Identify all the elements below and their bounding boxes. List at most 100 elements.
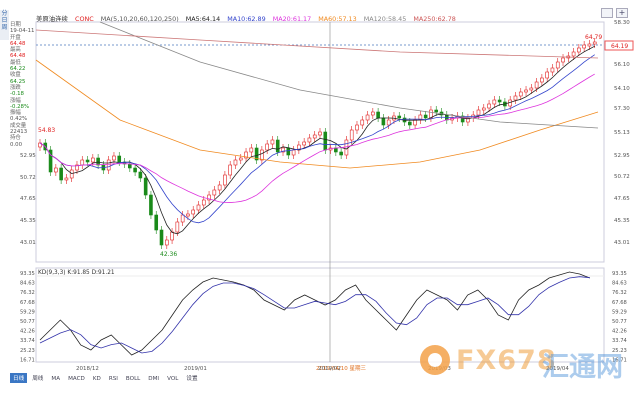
candle-body <box>91 157 95 163</box>
ma5-line <box>39 45 595 235</box>
kd-axis-label: 25.23 <box>612 348 627 354</box>
kd-axis-label-left: 33.74 <box>20 338 36 344</box>
kd-axis-label-left: 84.63 <box>20 281 35 287</box>
zoom-in-button[interactable]: + <box>616 8 628 18</box>
candle-body <box>587 43 592 47</box>
kd-axis-label: 93.35 <box>612 271 627 277</box>
candle-body <box>85 159 90 163</box>
indicator-tab[interactable]: DMI <box>148 376 160 382</box>
price-axis-label: 55.13 <box>614 130 630 136</box>
price-axis-label: 56.10 <box>614 62 630 68</box>
candle-body <box>133 167 137 173</box>
candle-body <box>540 77 544 83</box>
kd-axis-label-left: 59.29 <box>20 309 35 315</box>
period-strip[interactable]: 分 日 周 <box>0 10 9 40</box>
price-axis-label-left: 43.01 <box>20 240 36 246</box>
candle-body <box>481 107 486 111</box>
info-value: 0.42% <box>10 116 28 123</box>
candle-body <box>164 239 169 246</box>
candle-body <box>592 41 597 45</box>
period-label[interactable]: 日 <box>1 17 8 24</box>
watermark-text-cn: 汇通网 <box>542 352 623 383</box>
indicator-tab[interactable]: 周线 <box>32 376 44 382</box>
candle-body <box>476 109 481 116</box>
candle-body <box>355 124 359 131</box>
ma60-value: MA60:57.13 <box>318 15 357 23</box>
date-axis-label: 2018/12 <box>76 366 99 372</box>
chart-settings-button[interactable] <box>601 8 613 18</box>
period-label[interactable]: 周 <box>1 24 8 31</box>
ma5-value: MA5:64.14 <box>185 15 221 23</box>
kd-panel-frame <box>35 267 605 363</box>
price-axis-label: 57.30 <box>614 106 630 112</box>
info-value: 19-04-11 <box>10 28 35 35</box>
candle-body <box>492 99 497 105</box>
indicator-tab[interactable]: KD <box>92 376 101 382</box>
kd-axis-label: 59.29 <box>612 309 627 315</box>
price-axis-label: 43.01 <box>614 240 630 246</box>
candle-body <box>513 95 518 101</box>
candle-body <box>265 143 269 151</box>
candle-body <box>518 91 523 97</box>
candle-body <box>201 199 206 206</box>
kd-axis-label: 84.63 <box>612 281 627 287</box>
ma10-value: MA10:62.89 <box>227 15 266 23</box>
left-marker: 54.83 <box>38 127 55 134</box>
candle-body <box>48 149 53 173</box>
candle-body <box>75 164 79 171</box>
ma-params: MA(5,10,20,60,120,250) <box>100 15 179 23</box>
candle-body <box>170 231 174 241</box>
info-label: 开盘 <box>10 34 21 41</box>
candle-body <box>344 139 349 156</box>
indicator-tab[interactable]: BOLL <box>125 376 141 382</box>
ma60-line <box>35 59 599 169</box>
info-label: 涨跌 <box>10 84 21 91</box>
candle-body <box>96 157 100 166</box>
candle-body <box>117 155 122 163</box>
info-label: 收盘 <box>10 72 21 79</box>
candle-body <box>524 89 528 93</box>
period-label[interactable]: 分 <box>1 10 8 17</box>
kd-axis-label-left: 25.23 <box>20 348 35 354</box>
price-panel-frame <box>35 21 605 263</box>
info-value: 64.48 <box>10 40 26 47</box>
indicator-tab[interactable]: 设置 <box>186 376 198 382</box>
indicator-tab[interactable]: MACD <box>68 376 85 382</box>
info-label: 振幅 <box>10 110 21 117</box>
candle-body <box>497 99 502 103</box>
kd-axis-label-left: 50.77 <box>20 319 35 325</box>
candle-body <box>571 51 576 57</box>
indicator-tab[interactable]: VOL <box>167 376 179 382</box>
price-axis-label: 47.65 <box>614 196 630 202</box>
candle-body <box>143 177 148 196</box>
candle-body <box>408 121 412 126</box>
candle-body <box>318 131 322 136</box>
info-value: -0.18 <box>10 91 24 98</box>
price-axis-label-left: 50.72 <box>20 175 36 181</box>
instrument-name: 美原油连续 <box>36 15 68 23</box>
candle-body <box>397 115 402 119</box>
candle-body <box>582 44 586 49</box>
candle-body <box>376 111 380 119</box>
candle-body <box>339 151 343 156</box>
candle-body <box>59 167 63 181</box>
candle-body <box>323 131 328 151</box>
ma250-line <box>35 29 599 59</box>
candle-body <box>302 141 306 146</box>
info-value: 0.00 <box>10 141 23 148</box>
candle-body <box>286 147 291 156</box>
indicator-tab[interactable]: 日线 <box>10 373 28 383</box>
candle-body <box>138 171 143 179</box>
high-marker: 64.79 <box>585 34 602 41</box>
candle-body <box>175 221 180 233</box>
candle-body <box>460 115 465 123</box>
candle-body <box>434 109 439 113</box>
indicator-tab[interactable]: RSI <box>108 376 118 382</box>
kd-axis-label-left: 67.68 <box>20 300 35 306</box>
info-value: 64.22 <box>10 66 26 73</box>
indicator-tab[interactable]: MA <box>51 376 61 382</box>
kd-axis-label-left: 76.32 <box>20 290 35 296</box>
price-axis-label: 52.95 <box>614 153 630 159</box>
low-marker: 42.36 <box>160 251 177 258</box>
